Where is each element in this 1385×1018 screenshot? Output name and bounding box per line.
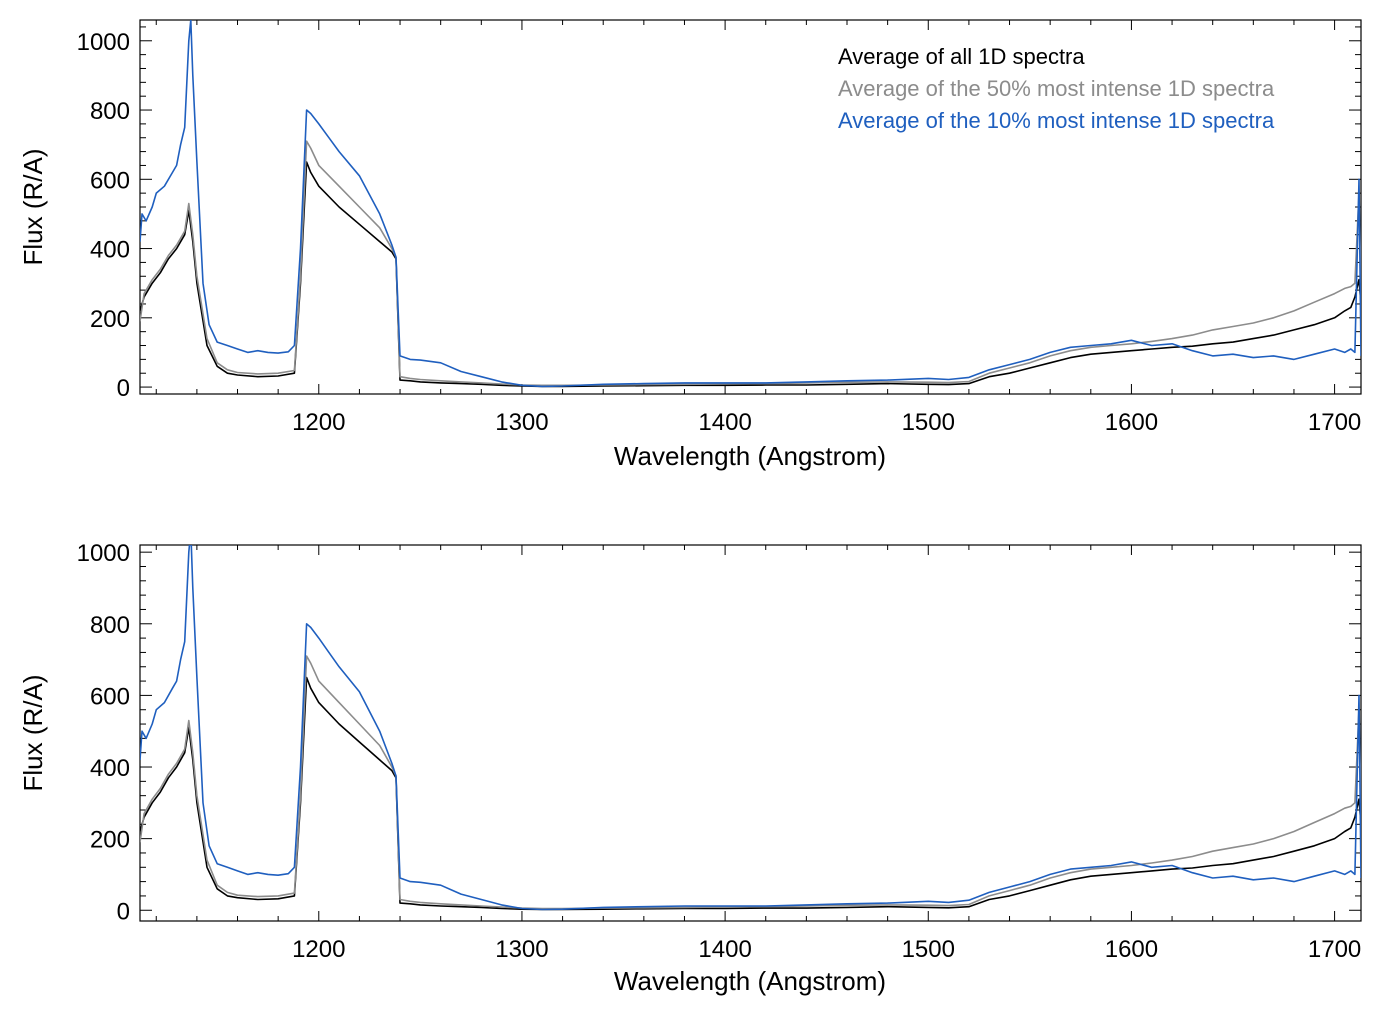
top-x-tick-label: 1600 [1105, 409, 1158, 436]
top-x-tick-label: 1300 [495, 409, 548, 436]
top-y-tick-label: 0 [117, 375, 130, 402]
bottom-y-tick-label: 600 [90, 683, 130, 710]
top-plot-panel: 1200 1300 1400 1500 1600 1700 0 200 400 600 800 100… [18, 19, 1362, 471]
top-ticks: 1200 1300 1400 1500 1600 1700 0 200 400 600 800 100… [77, 20, 1361, 436]
bottom-y-tick-label: 400 [90, 755, 130, 782]
bottom-plot-frame [139, 544, 1362, 922]
bottom-y-tick-label: 0 [117, 898, 130, 925]
top-x-tick-label: 1500 [902, 409, 955, 436]
legend: Average of all 1D spectra Average of the… [838, 44, 1275, 133]
bottom-x-axis-title: Wavelength (Angstrom) [614, 966, 886, 996]
top-x-tick-label: 1400 [698, 409, 751, 436]
top-x-tick-label: 1200 [292, 409, 345, 436]
top-series-line-10pct [140, 20, 1361, 388]
bottom-ticks: 1200 1300 1400 1500 1600 1700 0 200 400 600 800 100… [77, 540, 1362, 963]
top-y-tick-label: 200 [90, 306, 130, 333]
top-y-tick-label: 800 [90, 98, 130, 125]
top-y-tick-label: 600 [90, 167, 130, 194]
legend-entry-50pct: Average of the 50% most intense 1D spect… [838, 76, 1275, 101]
top-series-line-all [140, 161, 1361, 388]
bottom-x-tick-label: 1500 [902, 936, 955, 963]
bottom-x-tick-label: 1400 [698, 936, 751, 963]
bottom-y-tick-label: 1000 [77, 540, 130, 567]
bottom-x-tick-label: 1300 [495, 936, 548, 963]
bottom-y-tick-label: 200 [90, 827, 130, 854]
bottom-x-tick-label: 1700 [1308, 936, 1361, 963]
top-x-axis-title: Wavelength (Angstrom) [614, 441, 886, 471]
top-series-group [140, 20, 1361, 388]
top-series-line-50pct [140, 140, 1361, 387]
top-y-axis-title: Flux (R/A) [18, 149, 48, 266]
top-x-tick-label: 1700 [1308, 409, 1361, 436]
bottom-y-axis-title: Flux (R/A) [18, 675, 48, 792]
bottom-series-group [140, 545, 1361, 911]
top-y-tick-label: 400 [90, 237, 130, 264]
bottom-series-line-50pct [140, 655, 1361, 910]
bottom-plot-panel: 1200 1300 1400 1500 1600 1700 0 200 400 600 800 100… [18, 540, 1362, 996]
legend-entry-10pct: Average of the 10% most intense 1D spect… [838, 108, 1275, 133]
bottom-y-tick-label: 800 [90, 612, 130, 639]
legend-entry-all: Average of all 1D spectra [838, 44, 1085, 69]
bottom-series-line-all [140, 676, 1361, 911]
bottom-x-tick-label: 1200 [292, 936, 345, 963]
bottom-x-tick-label: 1600 [1105, 936, 1158, 963]
top-y-tick-label: 1000 [77, 29, 130, 56]
bottom-series-line-10pct [140, 545, 1361, 911]
